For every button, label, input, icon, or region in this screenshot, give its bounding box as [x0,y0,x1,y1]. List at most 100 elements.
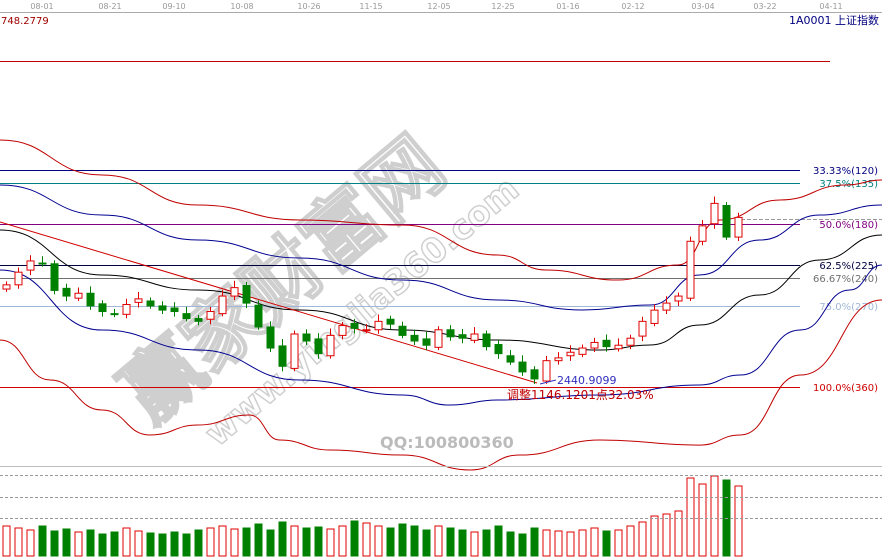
candle-body [14,271,23,286]
volume-bar [662,513,671,557]
candle-body [374,320,383,331]
volume-bar [650,515,659,557]
volume-bar [734,485,743,557]
candle-body [446,329,455,338]
date-tick-label: 12-05 [427,2,450,11]
volume-bar [482,529,491,557]
date-tick-label: 12-25 [491,2,514,11]
candle [542,356,551,384]
candle [266,321,275,352]
volume-bar [362,522,371,557]
volume-bar [614,529,623,557]
candle-body [230,287,239,297]
candle-body [722,204,731,238]
date-tick-label: 08-01 [30,2,53,11]
candle-body [218,295,227,315]
candle [662,296,671,315]
volume-bar [182,533,191,557]
low-pointer-line [539,379,557,385]
band-lower-blue [0,264,882,406]
candle-body [602,339,611,348]
candle [338,322,347,340]
date-tick-label: 09-10 [162,2,185,11]
volume-bar [134,530,143,557]
candle [74,287,83,301]
volume-bar [470,531,479,557]
candle-body [350,322,359,329]
candle [230,280,239,300]
volume-bar [446,527,455,557]
volume-bar [686,477,695,557]
volume-bar [590,527,599,557]
candle [254,300,263,330]
candle [530,366,539,384]
candle-body [50,263,59,291]
volume-bar [506,531,515,557]
volume-bar [398,523,407,557]
candle-body [674,295,683,302]
candle-body [302,333,311,342]
candle-body [182,313,191,320]
watermark-qq: QQ:100800360 [380,433,514,452]
candle [314,333,323,359]
candle [110,308,119,318]
band-lower-red [0,299,882,471]
volume-bar [314,526,323,557]
volume-bar [206,527,215,557]
volume-bar [2,525,11,557]
volume-bar [494,525,503,557]
date-tick-label: 10-26 [297,2,320,11]
candle-body [314,338,323,355]
candle-body [398,325,407,336]
volume-bar [578,529,587,557]
candle-body [242,285,251,304]
fib-level-label: 66.67%(240) [813,274,878,285]
candle [362,324,371,334]
volume-bar [14,527,23,557]
candle-body [638,320,647,337]
candle-body [362,329,371,332]
symbol-label: 1A0001 上证指数 [789,13,879,27]
volume-bar [386,527,395,557]
candle-body [62,287,71,297]
volume-bar [38,525,47,557]
volume-bar [530,527,539,557]
volume-bar [698,483,707,557]
candle [50,260,59,295]
candle-body [590,341,599,349]
candle [194,315,203,326]
candle [206,306,215,325]
candle-body [110,313,119,316]
volume-bar [302,527,311,557]
candle-body [386,318,395,325]
candle [482,330,491,351]
candle-body [470,333,479,341]
candle-body [98,303,107,313]
candle [722,201,731,240]
candle-body [518,361,527,373]
candle [590,337,599,352]
volume-bar [422,529,431,557]
volume-bar [26,529,35,557]
candle [134,291,143,308]
candle-body [530,369,539,380]
candle-body [734,216,743,238]
candle [422,332,431,351]
candle [2,281,11,292]
candle-body [206,311,215,320]
volume-bar [194,529,203,557]
volume-bar [266,529,275,557]
candle [602,334,611,352]
candle-body [338,325,347,336]
candle [386,315,395,330]
candle [26,255,35,276]
candle-body [434,329,443,348]
candle-body [686,240,695,299]
candle [326,328,335,359]
decline-annotation: 调整1146.1201点32.03% [507,387,654,402]
volume-bar [278,521,287,557]
candle-body [698,225,707,242]
candle [458,328,467,344]
